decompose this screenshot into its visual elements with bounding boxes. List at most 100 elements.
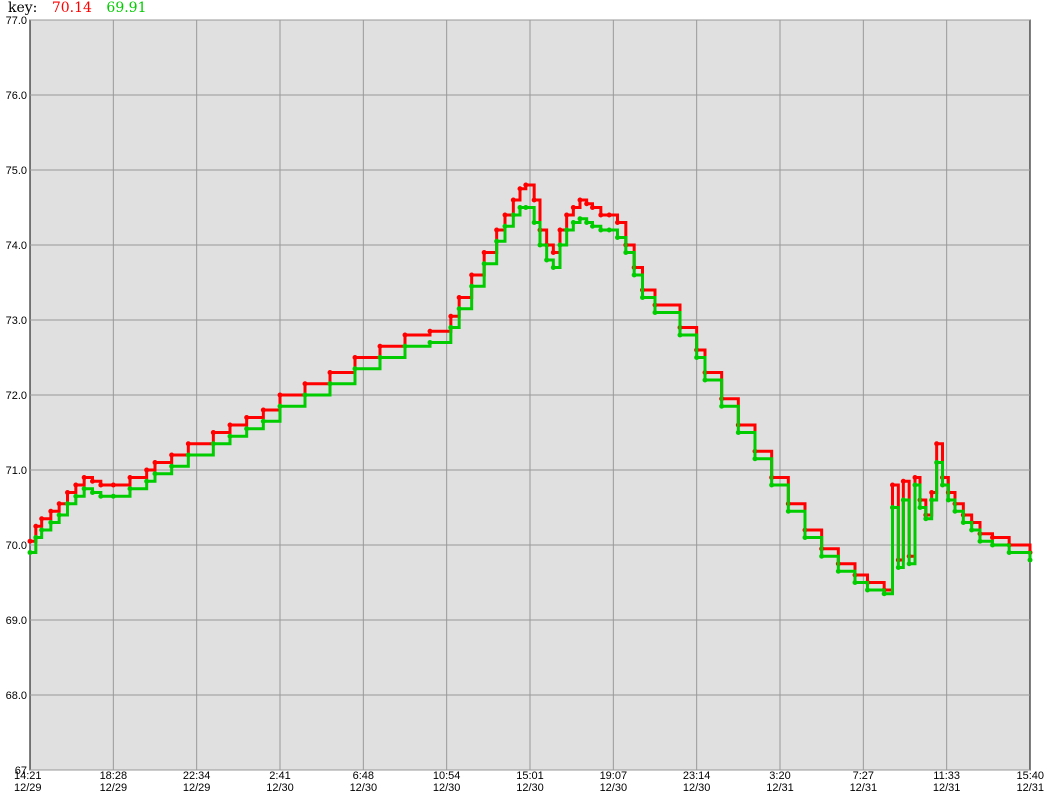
data-point-green	[144, 478, 150, 484]
x-tick-time: 14:21	[14, 770, 42, 782]
data-point-red	[127, 475, 133, 480]
data-point-green	[702, 377, 708, 383]
data-point-green	[917, 505, 923, 510]
data-point-green	[302, 392, 308, 398]
data-point-red	[277, 392, 283, 398]
data-point-green	[427, 340, 433, 345]
data-point-green	[895, 565, 901, 570]
data-point-red	[890, 482, 895, 488]
data-point-red	[469, 272, 475, 278]
data-point-red	[934, 441, 940, 447]
x-tick-date: 12/30	[683, 782, 711, 794]
data-point-green	[929, 497, 935, 503]
data-point-red	[531, 197, 537, 203]
data-point-red	[90, 478, 95, 484]
legend: key: 70.14 69.91	[8, 0, 157, 16]
data-point-green	[677, 332, 683, 338]
x-tick-date: 12/31	[766, 782, 794, 794]
data-point-red	[65, 490, 70, 495]
data-point-green	[769, 482, 775, 488]
data-point-green	[881, 591, 887, 597]
data-point-green	[56, 512, 62, 518]
data-point-green	[502, 223, 508, 229]
x-tick-date: 12/31	[1016, 782, 1044, 794]
data-point-green	[631, 272, 637, 278]
data-point-red	[27, 538, 33, 544]
data-point-red	[494, 227, 500, 233]
x-tick-time: 11:33	[933, 770, 960, 782]
data-point-green	[27, 550, 33, 555]
data-point-green	[169, 463, 175, 469]
data-point-green	[327, 381, 333, 387]
data-point-red	[144, 467, 150, 473]
data-point-red	[510, 197, 516, 203]
data-point-green	[606, 227, 612, 233]
data-point-green	[550, 265, 556, 270]
data-point-red	[327, 370, 333, 375]
data-point-red	[990, 535, 995, 540]
data-point-red	[557, 227, 563, 233]
data-point-red	[448, 313, 454, 319]
data-point-green	[960, 520, 966, 525]
data-point-green	[73, 493, 79, 499]
data-point-green	[923, 516, 929, 522]
data-point-green	[819, 553, 825, 559]
data-point-red	[352, 355, 358, 360]
data-point-green	[735, 430, 741, 435]
data-point-red	[260, 407, 266, 413]
data-point-green	[900, 497, 906, 503]
data-point-green	[33, 535, 39, 540]
data-point-green	[952, 508, 958, 514]
x-tick-time: 3:20	[769, 770, 790, 782]
data-point-red	[377, 343, 383, 349]
data-point-green	[977, 538, 983, 544]
data-point-green	[835, 568, 841, 574]
data-point-green	[65, 501, 70, 507]
data-point-red	[48, 508, 54, 514]
data-point-green	[127, 486, 133, 492]
data-point-red	[39, 516, 45, 522]
data-point-red	[929, 490, 935, 495]
data-point-red	[502, 212, 508, 218]
x-tick-time: 19:07	[600, 770, 628, 782]
data-point-green	[227, 433, 233, 439]
data-point-green	[448, 325, 454, 330]
x-tick-date: 12/30	[350, 782, 378, 794]
x-axis: 14:2112/2918:2812/2922:3412/292:4112/306…	[14, 770, 1044, 794]
data-point-green	[590, 223, 595, 229]
y-tick-label: 67	[15, 765, 27, 777]
data-point-green	[598, 227, 604, 233]
x-tick-date: 12/31	[933, 782, 961, 794]
data-point-green	[969, 527, 975, 533]
legend-value-red: 70.14	[51, 0, 92, 16]
data-point-red	[73, 482, 79, 488]
y-tick-label: 76.0	[6, 90, 27, 102]
data-point-green	[719, 403, 725, 409]
data-point-red	[590, 205, 595, 210]
data-point-red	[577, 197, 583, 203]
data-point-green	[945, 497, 951, 503]
data-point-green	[1027, 557, 1033, 563]
data-point-red	[185, 441, 191, 447]
data-point-red	[402, 332, 408, 338]
data-point-red	[481, 250, 487, 255]
data-point-red	[56, 501, 62, 507]
y-tick-label: 72.0	[6, 390, 27, 402]
data-point-green	[584, 220, 590, 225]
data-point-green	[469, 283, 475, 289]
y-tick-label: 69.0	[6, 615, 27, 627]
data-point-green	[865, 587, 870, 593]
data-point-green	[652, 310, 658, 315]
data-point-green	[934, 460, 940, 465]
data-point-green	[244, 426, 250, 432]
x-tick-date: 12/29	[100, 782, 128, 794]
data-point-green	[890, 505, 895, 510]
x-tick-date: 12/29	[183, 782, 211, 794]
data-point-green	[277, 403, 283, 409]
legend-label: key:	[8, 0, 38, 16]
data-point-red	[110, 482, 116, 488]
data-point-green	[557, 242, 563, 248]
legend-value-green: 69.91	[106, 0, 147, 16]
x-tick-time: 6:48	[353, 770, 374, 782]
